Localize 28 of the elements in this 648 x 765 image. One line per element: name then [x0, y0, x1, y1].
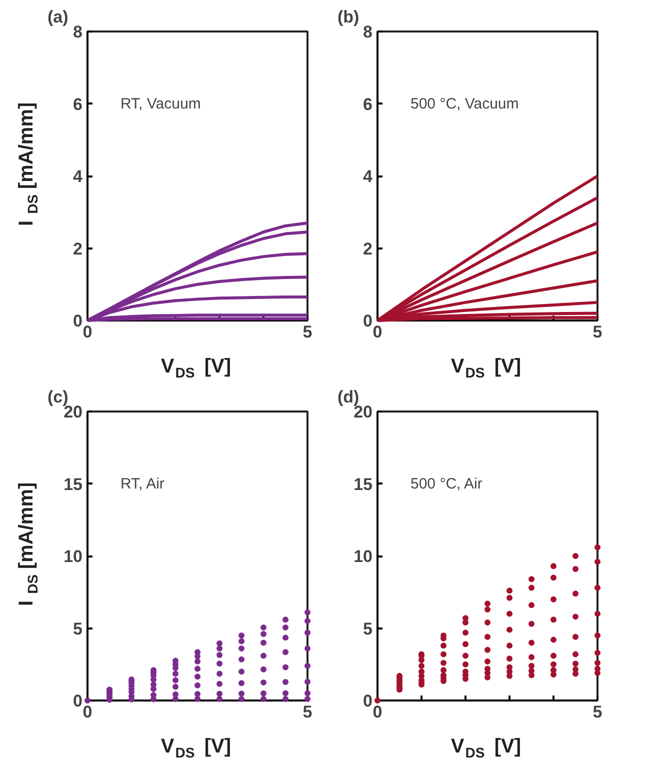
y-axis-title: IDS [mA/mm] — [16, 482, 40, 606]
y-tick-label: 15 — [354, 474, 373, 494]
y-tick-label: 15 — [64, 474, 83, 494]
y-tick-label: 4 — [363, 167, 374, 186]
x-tick-label: 5 — [592, 702, 602, 722]
y-tick-label: 10 — [64, 547, 83, 566]
y-tick-label: 8 — [73, 22, 83, 42]
x-tick-label: 5 — [302, 322, 312, 342]
y-tick-label: 8 — [363, 22, 373, 42]
annotation: 500 °C, Vacuum — [410, 95, 519, 112]
y-tick-label: 5 — [363, 619, 373, 638]
y-tick-label: 6 — [363, 94, 373, 114]
y-tick-label: 6 — [73, 94, 83, 114]
y-tick-label: 2 — [73, 239, 83, 258]
annotation: RT, Vacuum — [120, 95, 201, 112]
y-axis-title: IDS [mA/mm] — [16, 102, 40, 226]
y-tick-label: 2 — [363, 239, 373, 258]
chart-title: (c) — [48, 388, 68, 406]
y-tick-label: 10 — [354, 547, 373, 566]
annotation: 500 °C, Air — [410, 475, 482, 492]
chart-title: (a) — [48, 8, 68, 26]
x-tick-label: 5 — [592, 322, 602, 342]
chart-title: (d) — [338, 388, 360, 406]
chart-title: (b) — [338, 8, 360, 26]
y-tick-label: 4 — [73, 167, 84, 186]
y-tick-label: 5 — [73, 619, 83, 638]
annotation: RT, Air — [120, 475, 164, 492]
x-tick-label: 5 — [302, 702, 312, 722]
